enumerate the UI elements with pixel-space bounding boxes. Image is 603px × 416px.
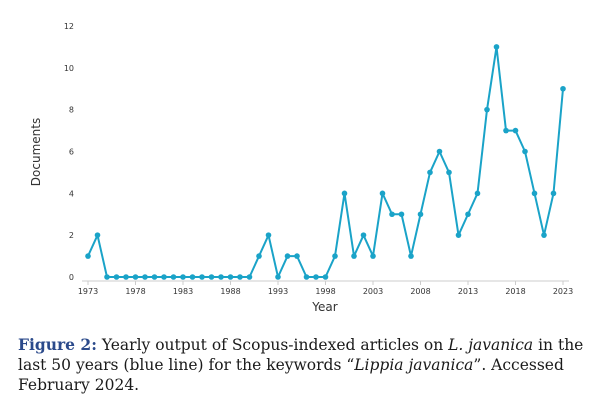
data-point bbox=[455, 232, 462, 238]
data-point bbox=[474, 190, 481, 197]
data-point bbox=[389, 211, 395, 218]
data-point bbox=[199, 274, 205, 280]
data-point bbox=[303, 274, 310, 280]
data-point bbox=[360, 232, 367, 238]
data-point bbox=[531, 190, 538, 197]
data-point bbox=[522, 148, 528, 155]
x-axis-ticks: 1973 1978 1983 1988 1993 1998 2003 2008 2013 2018… bbox=[78, 281, 573, 296]
data-point bbox=[113, 274, 120, 280]
x-tick-label: 1993 bbox=[268, 287, 288, 296]
data-point bbox=[218, 274, 224, 280]
data-point bbox=[104, 274, 110, 280]
x-tick-label: 2008 bbox=[410, 287, 430, 296]
y-tick-label: 8 bbox=[69, 106, 74, 115]
x-tick-label: 2023 bbox=[553, 287, 573, 296]
data-point bbox=[275, 274, 281, 280]
y-tick-label: 10 bbox=[64, 64, 74, 73]
y-tick-label: 6 bbox=[69, 148, 74, 157]
data-point bbox=[132, 274, 139, 280]
data-points bbox=[85, 44, 566, 280]
x-tick-label: 1973 bbox=[78, 287, 98, 296]
data-point bbox=[161, 274, 167, 280]
data-point bbox=[237, 274, 243, 280]
caption-text-1: Yearly output of Scopus-indexed articles… bbox=[96, 336, 449, 354]
data-point bbox=[512, 127, 519, 134]
series-line-documents bbox=[87, 45, 564, 278]
data-point bbox=[170, 274, 177, 280]
data-point bbox=[151, 274, 158, 280]
x-tick-label: 1978 bbox=[125, 287, 145, 296]
data-point bbox=[398, 211, 405, 218]
caption-text-2: in the last 50 years (blue line) for the… bbox=[18, 336, 584, 374]
x-tick-label: 2018 bbox=[505, 287, 525, 296]
data-point bbox=[123, 274, 129, 280]
data-point bbox=[246, 274, 253, 280]
data-point bbox=[446, 169, 452, 176]
y-tick-label: 0 bbox=[69, 273, 74, 282]
x-tick-label: 2013 bbox=[458, 287, 478, 296]
data-point bbox=[436, 148, 443, 155]
data-point bbox=[465, 211, 471, 218]
data-point bbox=[208, 274, 215, 280]
data-point bbox=[256, 253, 262, 259]
data-point bbox=[322, 274, 329, 280]
data-point bbox=[142, 274, 148, 280]
data-point bbox=[294, 253, 300, 259]
data-point bbox=[85, 253, 91, 259]
data-point bbox=[408, 253, 414, 259]
data-point bbox=[493, 44, 500, 50]
data-point bbox=[313, 274, 319, 280]
data-point bbox=[550, 190, 557, 197]
caption-italic-1: L. javanica bbox=[448, 336, 534, 354]
y-tick-label: 12 bbox=[64, 22, 74, 31]
data-point bbox=[503, 127, 509, 134]
figure-caption: Figure 2: Yearly output of Scopus-indexe… bbox=[18, 335, 593, 395]
caption-text-3: ”. Accessed February 2024. bbox=[18, 356, 564, 394]
data-point bbox=[180, 274, 186, 280]
x-tick-label: 1988 bbox=[220, 287, 240, 296]
y-tick-label: 4 bbox=[69, 189, 74, 198]
data-point bbox=[227, 274, 234, 280]
x-tick-label: 1983 bbox=[173, 287, 193, 296]
y-axis-ticks: 0 2 4 6 8 10 12 bbox=[64, 22, 74, 282]
data-point bbox=[560, 85, 566, 92]
data-point bbox=[417, 211, 424, 218]
x-tick-label: 2003 bbox=[363, 287, 383, 296]
caption-italic-2: Lippia javanica bbox=[354, 356, 474, 374]
data-point bbox=[370, 253, 376, 259]
data-point bbox=[484, 106, 490, 113]
caption-label: Figure 2: bbox=[18, 335, 97, 354]
x-tick-label: 1998 bbox=[315, 287, 335, 296]
data-point bbox=[427, 169, 433, 176]
data-point bbox=[332, 253, 338, 259]
data-point bbox=[265, 232, 272, 238]
data-point bbox=[341, 190, 348, 197]
data-point bbox=[541, 232, 547, 238]
data-point bbox=[351, 253, 357, 259]
y-tick-label: 2 bbox=[69, 231, 74, 240]
data-point bbox=[94, 232, 101, 238]
x-axis-title: Year bbox=[311, 300, 337, 314]
data-point bbox=[189, 274, 196, 280]
line-chart: 0 2 4 6 8 10 12 1973 1978 1983 1988 1993 1998 2003 20… bbox=[29, 22, 573, 314]
y-axis-title: Documents bbox=[29, 118, 43, 186]
data-point bbox=[284, 253, 291, 259]
data-point bbox=[379, 190, 386, 197]
